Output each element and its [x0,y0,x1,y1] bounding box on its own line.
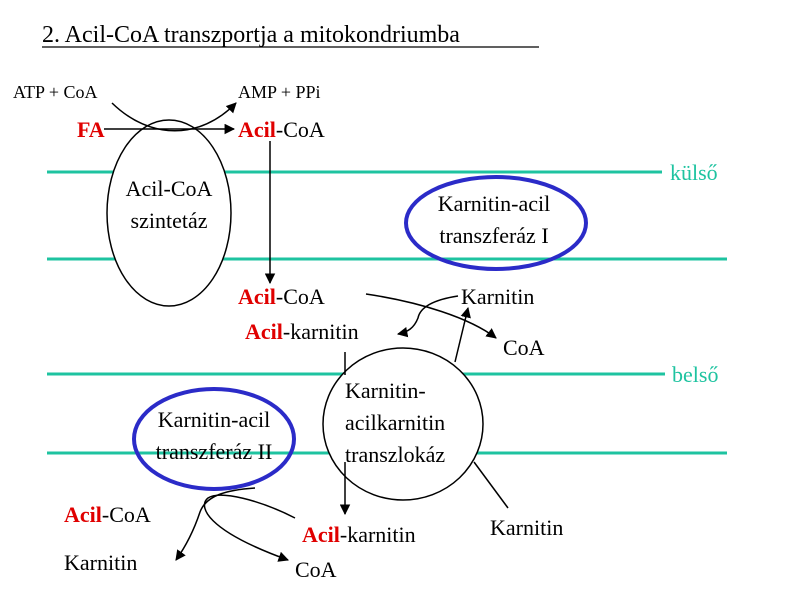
carnitine-intermembrane: Karnitin [461,284,534,309]
acyl-carnitine-matrix: Acil-karnitin [302,522,416,547]
translocase-ellipse [322,347,484,501]
outer-membrane-label: külső [670,160,718,185]
acyl-coa-intermembrane: Acil-CoA [238,284,325,309]
carnitine-matrix-right: Karnitin [490,515,563,540]
carnitine-out-arrow [454,306,471,363]
coa-intermembrane: CoA [503,335,545,360]
carnitine-out-tail [473,461,509,509]
translocase-label-1: Karnitin- [345,378,426,403]
carnitine-matrix: Karnitin [64,550,137,575]
translocase-label-3: transzlokáz [345,442,445,467]
cat2-label-2: transzferáz II [156,439,273,464]
acyl-coa-top: Acil-CoA [238,117,325,142]
acyl-carnitine-intermembrane: Acil-karnitin [245,319,359,344]
page-title: 2. Acil-CoA transzportja a mitokondriumb… [42,22,460,48]
cat1-ellipse [404,175,588,271]
acyl-coa-synthetase-ellipse [106,119,232,307]
atp-coa-label: ATP + CoA [13,82,98,102]
acyl-coa-matrix: Acil-CoA [64,502,151,527]
cat2-label-1: Karnitin-acil [158,407,270,432]
fa-label: FA [77,117,105,142]
coa-matrix: CoA [295,557,337,582]
translocase-label-2: acilkarnitin [345,410,445,435]
acyl-carnitine-to-coa-curve [203,494,296,562]
synthetase-label-1: Acil-CoA [126,176,213,201]
cat1-label-1: Karnitin-acil [438,191,550,216]
cat2-ellipse [132,387,296,491]
cat1-label-2: transzferáz I [439,223,548,248]
atp-to-amp-curve-arrow [111,102,237,132]
amp-ppi-label: AMP + PPi [238,82,321,102]
acyl-coa-to-carnitine-curve [175,487,256,561]
acyl-coa-to-coa-arrow [365,293,497,339]
carnitine-to-acyl-carnitine-arrow [396,295,459,338]
inner-membrane-label: belső [672,362,718,387]
synthetase-label-2: szintetáz [131,208,208,233]
